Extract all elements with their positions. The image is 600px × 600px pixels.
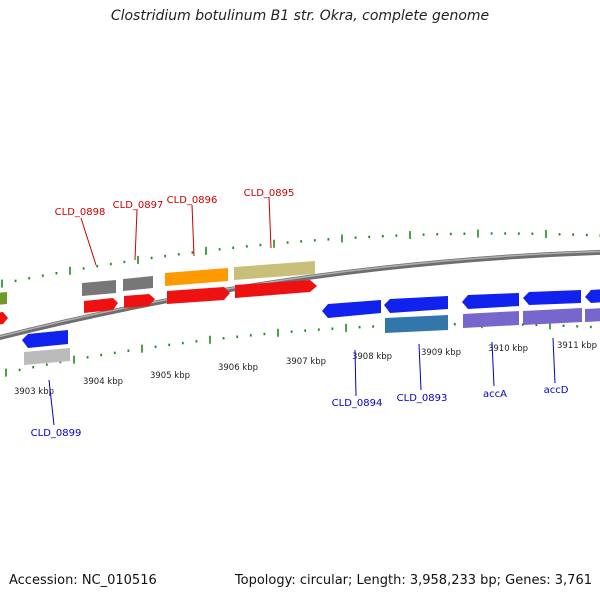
genome-summary-label: Topology: circular; Length: 3,958,233 bp… (234, 573, 592, 588)
gene-cld0896-cds (167, 287, 230, 304)
gene-cld0897-feature (123, 276, 153, 291)
gene-acca-cds (462, 293, 519, 309)
reverse-features (22, 289, 600, 365)
forward-gene-labels: CLD_0898 CLD_0897 CLD_0896 CLD_0895 (55, 188, 295, 218)
forward-features (0, 261, 317, 325)
genome-backbone (0, 249, 600, 341)
gene-cds-partial (0, 312, 8, 325)
scale-label: 3905 kbp (150, 371, 190, 381)
gene-cld0899-feature (24, 348, 70, 365)
scale-label: 3907 kbp (286, 357, 326, 367)
gene-label-acca: accA (483, 389, 507, 400)
gene-cld0893-cds (384, 296, 448, 313)
gene-cld0899-cds (22, 330, 68, 348)
map-title: Clostridium botulinum B1 str. Okra, comp… (110, 8, 490, 24)
gene-label-cld0898: CLD_0898 (55, 207, 106, 218)
gene-cld0898-cds (84, 298, 118, 313)
gene-label-cld0893: CLD_0893 (397, 393, 448, 404)
gene-partial-cds (585, 289, 600, 303)
gene-label-cld0899: CLD_0899 (31, 428, 82, 439)
gene-acca-feature (463, 311, 519, 328)
gene-accd-cds (523, 290, 581, 305)
scale-label: 3908 kbp (352, 352, 392, 362)
gene-cld0898-feature (82, 280, 116, 296)
reverse-gene-labels: CLD_0899 CLD_0894 CLD_0893 accA accD (31, 385, 569, 439)
gene-cld0895-feature (234, 261, 315, 280)
scale-label: 3911 kbp (557, 341, 597, 351)
gene-partial-feature (585, 308, 600, 322)
gene-cld0894-cds (322, 300, 381, 318)
gene-cld0897-cds (124, 294, 155, 308)
scale-label: 3909 kbp (421, 348, 461, 358)
gene-cld0893-feature (385, 315, 448, 333)
scale-label: 3904 kbp (83, 377, 123, 387)
scale-labels: 3903 kbp 3904 kbp 3905 kbp 3906 kbp 3907 kbp… (14, 341, 597, 397)
scale-label: 3903 kbp (14, 387, 54, 397)
accession-label: Accession: NC_010516 (9, 573, 157, 588)
label-connectors (48, 196, 556, 426)
gene-label-cld0896: CLD_0896 (167, 195, 218, 206)
gene-label-cld0897: CLD_0897 (113, 200, 164, 211)
gene-cld0895-cds (235, 280, 317, 298)
gene-olive-partial (0, 292, 7, 305)
gene-label-cld0894: CLD_0894 (332, 398, 383, 409)
gene-accd-feature (523, 308, 582, 325)
scale-label: 3910 kbp (488, 344, 528, 354)
gene-label-cld0895: CLD_0895 (244, 188, 295, 199)
gene-label-accd: accD (544, 385, 569, 396)
scale-label: 3906 kbp (218, 363, 258, 373)
gene-cld0896-feature (165, 268, 228, 286)
